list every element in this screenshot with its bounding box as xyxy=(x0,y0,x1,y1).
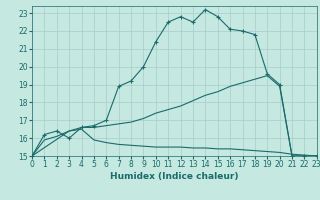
X-axis label: Humidex (Indice chaleur): Humidex (Indice chaleur) xyxy=(110,172,239,181)
